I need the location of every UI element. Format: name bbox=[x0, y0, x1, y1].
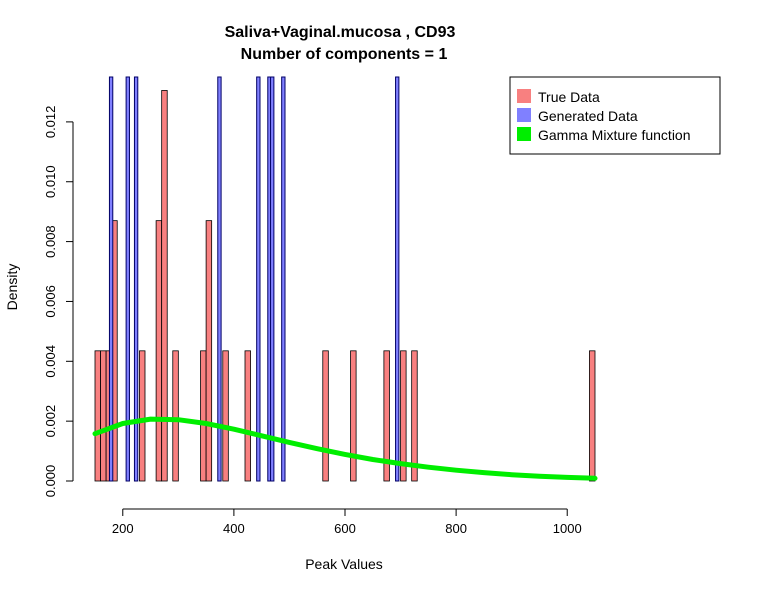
x-tick-label-0: 200 bbox=[112, 521, 134, 536]
true-data-bar-11 bbox=[244, 350, 251, 482]
chart-title: Saliva+Vaginal.mucosa , CD93 bbox=[225, 24, 456, 41]
y-axis-label: Density bbox=[4, 264, 20, 311]
true-data-bar-8 bbox=[200, 350, 207, 482]
true-data-bar-4 bbox=[139, 350, 146, 482]
generated-data-bar-1 bbox=[125, 76, 130, 482]
true-data-bar-14 bbox=[383, 350, 390, 482]
legend-label-gamma-mixture: Gamma Mixture function bbox=[538, 127, 691, 143]
y-tick-label-4: 0.008 bbox=[43, 225, 58, 258]
true-data-bar-5 bbox=[155, 220, 163, 482]
legend-swatch-gamma-mixture bbox=[517, 127, 531, 141]
y-tick-label-6: 0.012 bbox=[43, 106, 58, 139]
true-data-bar-7 bbox=[172, 350, 179, 482]
generated-data-bar-6 bbox=[270, 76, 275, 482]
generated-data-bar-3 bbox=[217, 76, 222, 482]
true-data-bar-13 bbox=[350, 350, 357, 482]
x-tick-label-3: 800 bbox=[445, 521, 467, 536]
y-axis: 0.000 0.002 0.004 0.006 0.008 0.010 0.012 bbox=[43, 106, 74, 498]
legend-label-generated-data: Generated Data bbox=[538, 108, 638, 124]
y-tick-label-1: 0.002 bbox=[43, 405, 58, 438]
x-axis: 200 400 600 800 1000 bbox=[112, 508, 582, 536]
true-data-bar-1 bbox=[100, 350, 107, 482]
true-data-bar-12 bbox=[322, 350, 329, 482]
y-tick-label-0: 0.000 bbox=[43, 465, 58, 498]
true-data-bar-9 bbox=[205, 220, 213, 482]
x-tick-label-2: 600 bbox=[334, 521, 356, 536]
generated-data-bar-8 bbox=[395, 76, 400, 482]
true-data-bar-15 bbox=[400, 350, 407, 482]
true-data-bar-0 bbox=[94, 350, 101, 482]
legend-label-true-data: True Data bbox=[538, 89, 600, 105]
generated-data-bar-7 bbox=[281, 76, 286, 482]
true-data-bars bbox=[94, 90, 596, 482]
y-tick-label-2: 0.004 bbox=[43, 345, 58, 378]
true-data-bar-17 bbox=[589, 350, 596, 482]
legend-swatch-generated-data bbox=[517, 108, 531, 122]
gamma-curve-layer bbox=[92, 416, 598, 481]
y-tick-label-3: 0.006 bbox=[43, 285, 58, 318]
y-tick-label-5: 0.010 bbox=[43, 165, 58, 198]
x-tick-label-1: 400 bbox=[223, 521, 245, 536]
legend-box bbox=[509, 76, 721, 155]
x-axis-label: Peak Values bbox=[305, 556, 383, 572]
legend: True Data Generated Data Gamma Mixture f… bbox=[509, 76, 721, 155]
x-tick-label-4: 1000 bbox=[553, 521, 582, 536]
legend-swatch-true-data bbox=[517, 89, 531, 103]
generated-data-bar-2 bbox=[133, 76, 139, 482]
true-data-bar-6 bbox=[161, 90, 168, 482]
generated-data-bar-0 bbox=[108, 76, 114, 482]
generated-data-bars bbox=[108, 76, 400, 482]
true-data-bar-10 bbox=[222, 350, 229, 482]
gamma-mixture-curve bbox=[92, 416, 598, 481]
generated-data-bar-4 bbox=[256, 76, 261, 482]
true-data-bar-16 bbox=[411, 350, 418, 482]
chart-subtitle: Number of components = 1 bbox=[241, 46, 448, 63]
